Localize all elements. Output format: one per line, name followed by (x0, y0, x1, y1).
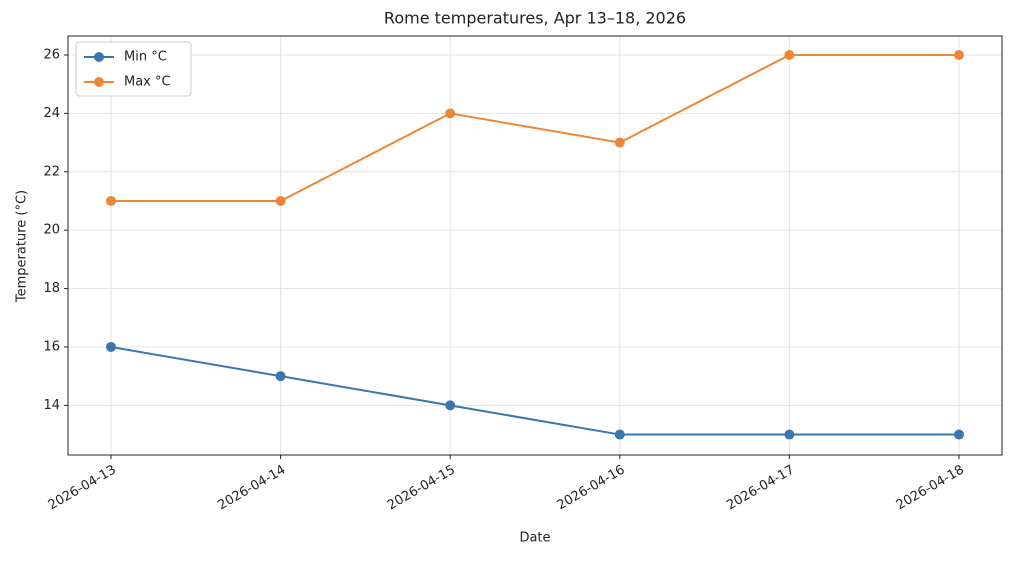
data-point (954, 429, 964, 440)
y-axis-label: Temperature (°C) (15, 190, 30, 303)
legend-label: Min °C (124, 50, 167, 65)
x-tick-label: 2026-04-16 (555, 463, 628, 514)
data-point (445, 400, 456, 411)
y-tick-label: 16 (43, 339, 60, 354)
legend-marker (94, 77, 104, 87)
data-point (106, 341, 116, 352)
data-point (784, 429, 795, 440)
series-line (110, 345, 959, 436)
y-tick-label: 22 (43, 164, 60, 179)
plot-frame (67, 35, 1003, 456)
y-tick-label: 20 (43, 223, 60, 238)
x-axis-label: Date (519, 531, 550, 546)
x-tick-label: 2026-04-15 (385, 463, 458, 514)
data-point (954, 49, 964, 60)
legend-marker (94, 52, 104, 62)
x-tick-label: 2026-04-17 (724, 463, 797, 514)
x-tick-label: 2026-04-13 (46, 463, 119, 514)
data-point (445, 108, 456, 119)
data-point (784, 49, 795, 60)
data-point (275, 371, 286, 382)
y-tick-label: 26 (43, 47, 60, 62)
chart-title: Rome temperatures, Apr 13–18, 2026 (384, 9, 686, 28)
legend-label: Max °C (124, 75, 171, 90)
data-point (106, 195, 116, 206)
x-tick-label: 2026-04-18 (894, 463, 967, 514)
x-tick-label: 2026-04-14 (215, 463, 288, 514)
y-tick-label: 24 (43, 106, 60, 121)
data-point (275, 195, 286, 206)
y-tick-label: 18 (43, 281, 60, 296)
series-line (111, 53, 959, 202)
y-tick-label: 14 (43, 398, 60, 413)
data-point (614, 137, 625, 148)
data-point (614, 429, 625, 440)
